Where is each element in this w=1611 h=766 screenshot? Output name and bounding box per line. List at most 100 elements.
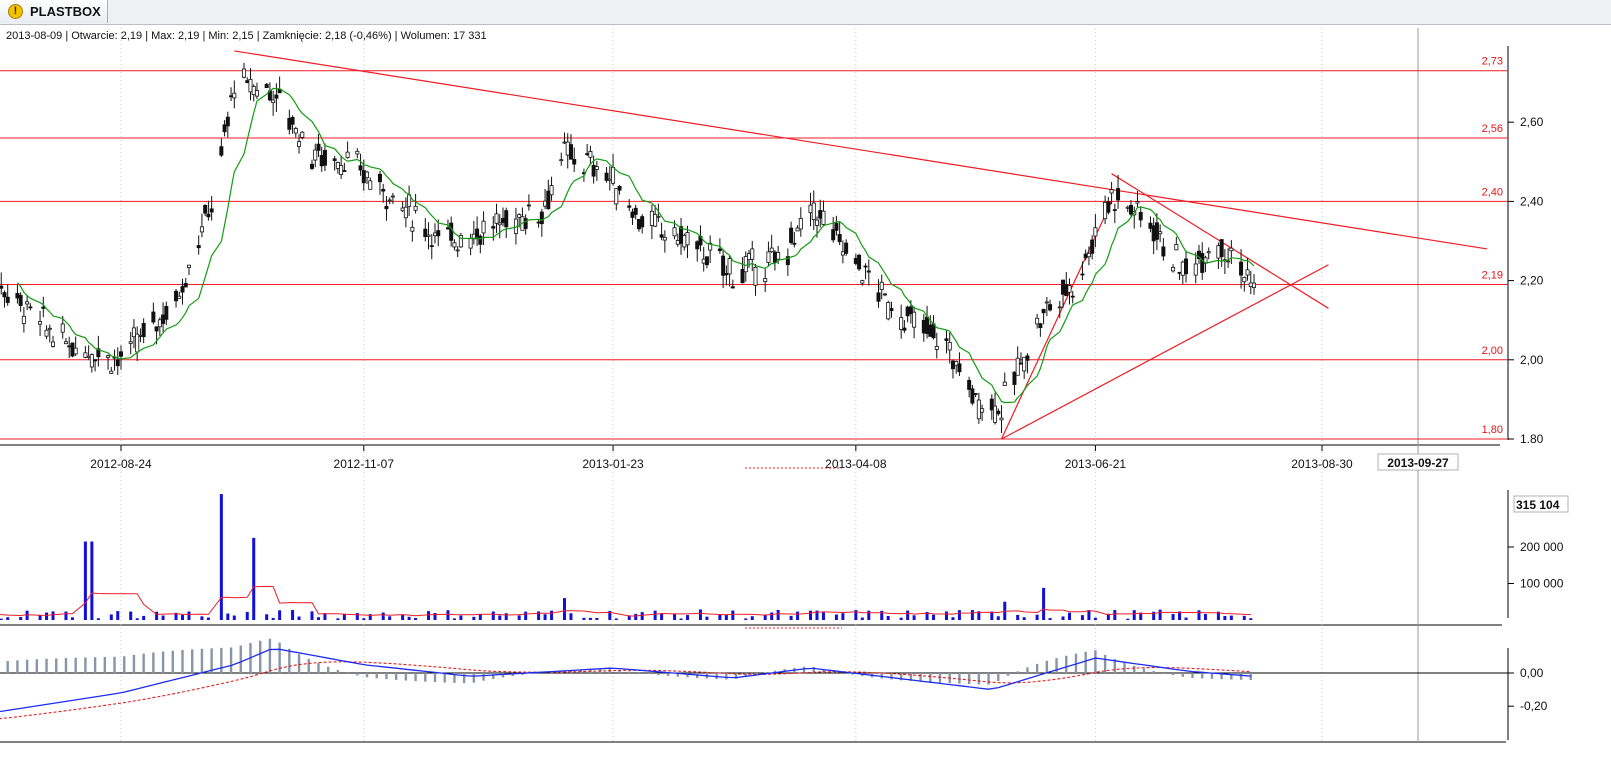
volume-bar <box>886 616 890 620</box>
candle-body <box>1242 277 1247 283</box>
candle-body <box>562 141 567 144</box>
candle-body <box>1012 371 1017 385</box>
volume-bar <box>90 541 94 620</box>
volume-bar <box>64 611 68 620</box>
macd-histogram-bar <box>152 652 155 673</box>
macd-histogram-bar <box>132 654 136 673</box>
volume-bar <box>407 616 411 620</box>
candle-body <box>1103 201 1108 220</box>
candle-body <box>481 220 486 234</box>
candle-body <box>928 324 933 337</box>
candle-body <box>591 164 596 177</box>
candle-body <box>766 251 771 263</box>
candle-body <box>186 264 191 269</box>
volume-bar <box>19 617 23 620</box>
candle-body <box>345 151 350 158</box>
macd-histogram-bar <box>394 673 398 680</box>
macd-histogram-bar <box>657 673 660 676</box>
candle-body <box>504 210 509 228</box>
volume-bar <box>1061 616 1065 620</box>
candle-body <box>980 408 985 413</box>
macd-histogram-bar <box>258 640 262 673</box>
volume-bar <box>660 613 664 620</box>
volume-bar <box>1093 617 1097 620</box>
macd-histogram-bar <box>64 658 68 673</box>
candle-body <box>1022 356 1027 372</box>
macd-histogram-bar <box>171 650 174 673</box>
macd-histogram-bar <box>1181 673 1185 677</box>
volume-bar <box>996 616 1000 620</box>
candle-body <box>769 247 774 253</box>
candle-body <box>18 294 23 306</box>
macd-histogram-bar <box>1220 673 1223 680</box>
volume-bar <box>401 614 405 620</box>
tab-bar: ! PLASTBOX <box>0 0 1611 25</box>
macd-histogram-bar <box>16 660 19 673</box>
candle-body <box>478 235 483 245</box>
volume-bar <box>906 610 910 620</box>
candle-body <box>44 329 49 337</box>
macd-histogram-bar <box>239 645 242 673</box>
macd-histogram-bar <box>1094 650 1097 673</box>
volume-bar <box>1139 612 1143 620</box>
volume-bar <box>1197 610 1201 620</box>
candle-body <box>717 248 722 252</box>
volume-bar <box>614 618 618 620</box>
candle-body <box>675 240 680 245</box>
macd-histogram-bar <box>521 673 524 675</box>
candle-body <box>1083 253 1088 259</box>
candle-body <box>410 226 415 232</box>
candle-body <box>1171 266 1176 272</box>
candle-body <box>452 242 457 248</box>
volume-bar <box>161 615 165 620</box>
candle-body <box>429 245 434 248</box>
candle-body <box>1080 273 1085 276</box>
candle-body <box>517 214 522 218</box>
candle-body <box>640 216 645 228</box>
volume-bar <box>219 494 223 620</box>
candle-body <box>309 163 314 169</box>
candle-body <box>1200 253 1205 273</box>
macd-histogram-bar <box>45 658 48 673</box>
tab-plastbox[interactable]: ! PLASTBOX <box>0 0 108 23</box>
candle-body <box>128 341 133 344</box>
trend-line <box>234 50 1488 250</box>
candle-body <box>889 308 894 311</box>
volume-bar <box>1216 611 1220 620</box>
candle-body <box>358 165 363 171</box>
volume-bar <box>135 618 139 620</box>
level-label: 2,73 <box>1482 56 1503 68</box>
volume-bar <box>278 610 282 620</box>
candle-body <box>747 253 752 261</box>
candle-body <box>1193 263 1198 276</box>
candle-body <box>708 242 713 251</box>
candle-body <box>413 205 418 211</box>
volume-bar <box>809 610 813 620</box>
y-tick-label: 2,00 <box>1520 353 1544 367</box>
candle-body <box>653 214 658 227</box>
candle-body <box>811 202 816 220</box>
y-tick-label: 2,20 <box>1520 274 1544 288</box>
volume-bar <box>524 611 528 620</box>
candle-body <box>135 333 140 353</box>
candle-body <box>724 273 729 276</box>
candle-body <box>248 78 253 93</box>
macd-histogram-bar <box>200 648 204 673</box>
candle-body <box>157 319 162 328</box>
ohlc-info-line: 2013-08-09 | Otwarcie: 2,19 | Max: 2,19 … <box>6 30 487 42</box>
volume-bar <box>381 612 385 620</box>
candle-body <box>1151 225 1156 242</box>
candle-body <box>423 228 428 238</box>
candle-body <box>1112 209 1117 211</box>
macd-histogram-bar <box>686 673 689 678</box>
candle-body <box>342 170 347 172</box>
volume-bar <box>316 617 320 620</box>
candle-body <box>837 234 842 243</box>
candle-body <box>1086 252 1091 258</box>
candle-body <box>730 286 735 289</box>
macd-histogram-bar <box>336 670 340 673</box>
volume-bar <box>1223 615 1227 620</box>
volume-bar <box>271 617 275 620</box>
level-label: 2,00 <box>1482 345 1503 357</box>
